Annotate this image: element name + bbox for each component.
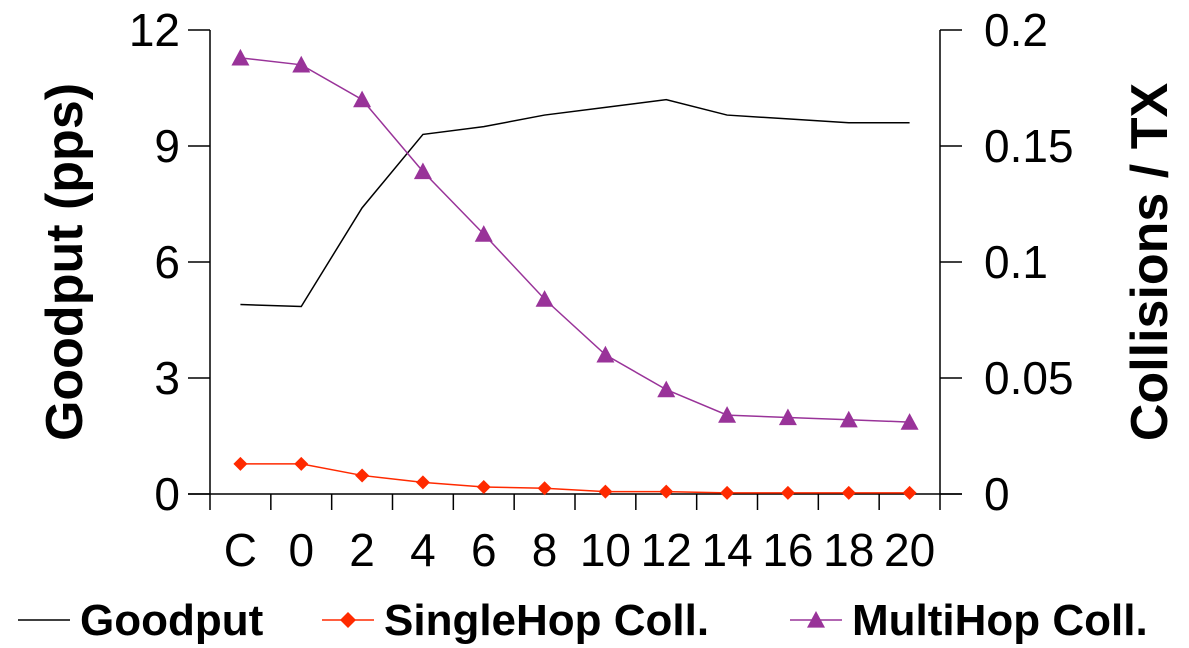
point-multihop-coll bbox=[353, 90, 372, 108]
x-tick-label: C bbox=[224, 524, 257, 576]
point-singlehop-coll bbox=[355, 468, 370, 483]
point-singlehop-coll bbox=[841, 485, 856, 500]
point-multihop-coll bbox=[535, 290, 554, 307]
point-multihop-coll bbox=[900, 413, 919, 430]
y-tick-label: 3 bbox=[154, 352, 180, 404]
y2-axis-title: Collisions / TX bbox=[1121, 83, 1179, 442]
legend: Goodput SingleHop Coll. MultiHop Coll. bbox=[18, 596, 1148, 645]
series-line-goodput bbox=[240, 98, 910, 308]
point-multihop-coll bbox=[718, 406, 737, 423]
point-multihop-coll bbox=[474, 225, 493, 242]
x-tick-label: 8 bbox=[532, 524, 558, 576]
y-tick-label: 9 bbox=[154, 120, 180, 172]
y-tick-label: 0 bbox=[154, 468, 180, 520]
series-line-multihop-coll bbox=[240, 57, 910, 423]
point-singlehop-coll bbox=[476, 480, 491, 495]
y-tick-label: 6 bbox=[154, 236, 180, 288]
point-singlehop-coll bbox=[233, 456, 248, 471]
x-tick-label: 12 bbox=[641, 524, 692, 576]
legend-label-goodput: Goodput bbox=[80, 596, 264, 645]
y-tick-label: 12 bbox=[129, 4, 180, 56]
point-multihop-coll bbox=[657, 380, 676, 398]
point-singlehop-coll bbox=[780, 485, 795, 500]
x-tick-label: 0 bbox=[288, 524, 314, 576]
y2-tick-label: 0 bbox=[984, 468, 1010, 520]
legend-marker-singlehop-coll bbox=[340, 612, 356, 628]
point-multihop-coll bbox=[596, 345, 615, 363]
legend-marker-multihop-coll bbox=[807, 611, 825, 628]
point-multihop-coll bbox=[292, 55, 311, 73]
point-singlehop-coll bbox=[659, 484, 674, 499]
point-singlehop-coll bbox=[598, 484, 613, 499]
y-axis-title: Goodput (pps) bbox=[36, 83, 94, 441]
point-multihop-coll bbox=[413, 162, 432, 180]
y2-tick-label: 0.2 bbox=[984, 4, 1048, 56]
x-tick-label: 16 bbox=[762, 524, 813, 576]
y2-tick-label: 0.1 bbox=[984, 236, 1048, 288]
legend-label-multihop-coll: MultiHop Coll. bbox=[852, 596, 1148, 645]
x-tick-label: 4 bbox=[410, 524, 436, 576]
point-singlehop-coll bbox=[720, 485, 735, 500]
x-tick-label: 14 bbox=[701, 524, 752, 576]
x-tick-label: 20 bbox=[884, 524, 935, 576]
point-singlehop-coll bbox=[537, 481, 552, 496]
series-line-singlehop-coll bbox=[240, 463, 910, 494]
y2-tick-label: 0.05 bbox=[984, 352, 1074, 404]
point-multihop-coll bbox=[231, 48, 250, 66]
point-singlehop-coll bbox=[902, 485, 917, 500]
plot-marks bbox=[231, 48, 919, 500]
point-singlehop-coll bbox=[294, 456, 309, 471]
point-singlehop-coll bbox=[415, 475, 430, 490]
x-tick-label: 18 bbox=[823, 524, 874, 576]
x-tick-label: 10 bbox=[580, 524, 631, 576]
y2-tick-label: 0.15 bbox=[984, 120, 1074, 172]
point-multihop-coll bbox=[778, 408, 797, 426]
x-tick-label: 2 bbox=[349, 524, 375, 576]
point-multihop-coll bbox=[839, 410, 858, 428]
x-tick-label: 6 bbox=[471, 524, 497, 576]
legend-label-singlehop-coll: SingleHop Coll. bbox=[384, 596, 709, 645]
